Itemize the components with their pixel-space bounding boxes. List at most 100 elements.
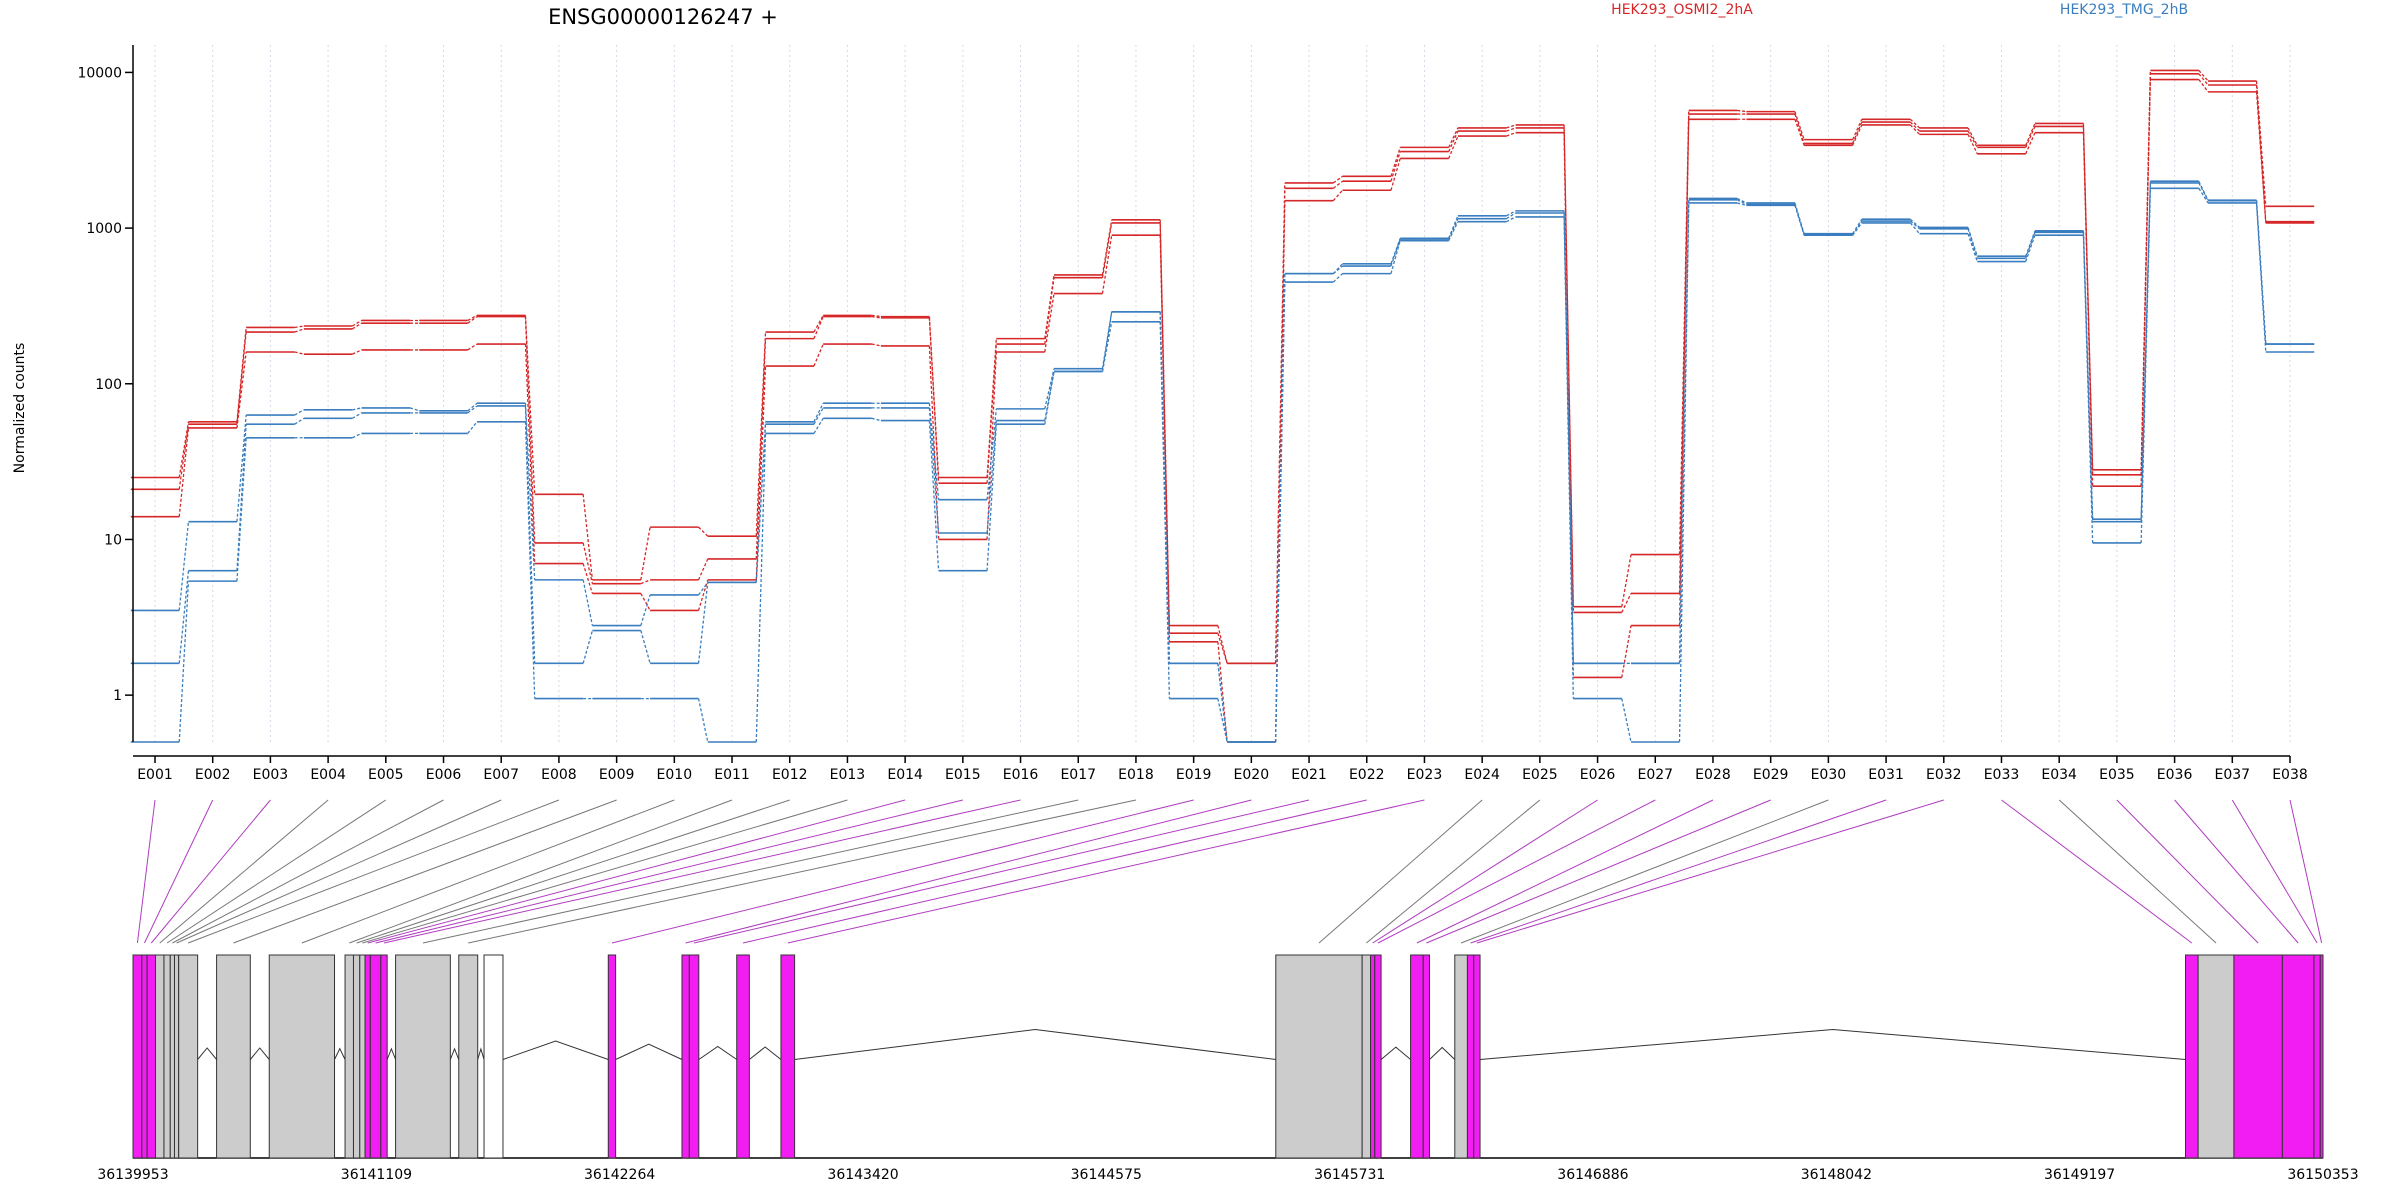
series-segment	[1736, 197, 1747, 204]
series-segment	[1852, 222, 1863, 236]
exon-connector	[2001, 799, 2193, 944]
exon-connector	[468, 799, 1137, 944]
exon-block	[178, 954, 199, 1159]
series-segment	[2082, 235, 2094, 543]
intron-line	[334, 1047, 346, 1060]
x-tick-label: E012	[772, 767, 808, 783]
series-segment	[1217, 698, 1228, 743]
exon-block	[1361, 954, 1372, 1159]
exon-connector	[2116, 799, 2259, 944]
exon-connector	[422, 799, 1079, 944]
series-segment	[582, 494, 594, 580]
x-tick-label: E029	[1753, 767, 1789, 783]
series-line	[130, 187, 2315, 743]
intron-line	[449, 1047, 460, 1060]
series-line	[130, 78, 2315, 743]
series-segment	[1967, 227, 1978, 257]
series-segment	[813, 343, 824, 367]
series-segment	[524, 403, 536, 580]
series-segment	[1217, 663, 1228, 743]
series-segment	[928, 403, 940, 500]
series-segment	[352, 432, 362, 439]
series-segment	[1506, 127, 1516, 132]
coordinate-tick-label: 36150353	[2287, 1167, 2358, 1183]
series-segment	[1909, 220, 1920, 230]
x-tick-label: E006	[426, 767, 462, 783]
exon-connector	[1460, 799, 1829, 944]
series-segment	[236, 424, 247, 571]
series-segment	[524, 344, 536, 564]
x-tick-label: E021	[1291, 767, 1327, 783]
series-segment	[467, 316, 478, 324]
series-segment	[352, 319, 362, 327]
series-segment	[871, 343, 882, 347]
series-segment	[1621, 554, 1632, 607]
series-segment	[582, 630, 594, 664]
series-segment	[1967, 134, 1978, 155]
series-segment	[2025, 126, 2036, 148]
x-tick-label: E019	[1176, 767, 1212, 783]
series-segment	[178, 581, 190, 743]
x-tick-label: E030	[1811, 767, 1847, 783]
series-segment	[1332, 273, 1343, 283]
exon-connector	[1372, 799, 1598, 944]
intron-line	[1480, 1028, 2186, 1060]
exon-connector	[233, 799, 617, 944]
exon-block	[163, 954, 171, 1159]
series-segment	[352, 407, 362, 411]
series-segment	[698, 526, 709, 537]
series-segment	[871, 417, 882, 422]
series-segment	[697, 582, 709, 664]
series-segment	[2082, 126, 2094, 475]
exon-connector	[1318, 799, 1483, 944]
exon-block	[736, 954, 750, 1159]
series-segment	[1332, 175, 1343, 184]
exon-connector	[187, 799, 560, 944]
intron-line	[698, 1045, 738, 1060]
series-segment	[1332, 189, 1344, 202]
x-tick-label: E024	[1464, 767, 1500, 783]
coordinate-tick-label: 36139953	[97, 1167, 168, 1183]
exon-block	[173, 954, 180, 1159]
x-tick-label: E020	[1234, 767, 1270, 783]
coordinate-tick-label: 36145731	[1314, 1167, 1385, 1183]
exon-block	[1473, 954, 1481, 1159]
series-line	[130, 72, 2315, 665]
exon-block	[1374, 954, 1382, 1159]
y-tick-label: 1	[113, 688, 122, 704]
exon-connector	[1470, 799, 1887, 944]
series-segment	[640, 579, 651, 585]
series-segment	[1736, 199, 1747, 205]
series-segment	[1909, 218, 1920, 228]
exon-block	[2319, 954, 2324, 1159]
exon-block	[132, 954, 143, 1159]
series-segment	[871, 315, 881, 319]
x-tick-label: E011	[714, 767, 750, 783]
series-segment	[1506, 124, 1516, 129]
x-tick-label: E022	[1349, 767, 1385, 783]
series-segment	[813, 402, 824, 423]
series-segment	[1506, 216, 1516, 223]
gene-model: 36139953 36141109 36142264 36143420 36144575…	[97, 954, 2359, 1183]
series-segment	[1044, 277, 1055, 345]
x-tick-label: E032	[1926, 767, 1962, 783]
x-tick-label: E023	[1407, 767, 1443, 783]
x-tick-label: E007	[483, 767, 519, 783]
series-segment	[467, 421, 478, 434]
x-tick-label: E018	[1118, 767, 1154, 783]
coordinate-tick-label: 36142264	[584, 1167, 655, 1183]
exon-block	[2313, 954, 2321, 1159]
series-segment	[1678, 119, 1690, 626]
legend-series-tmg: HEK293_TMG_2hB	[2060, 2, 2188, 18]
exon-connector	[136, 799, 156, 944]
x-tick-label: E005	[368, 767, 404, 783]
x-tick-label: E031	[1868, 767, 1904, 783]
exon-connector	[787, 799, 1425, 944]
series-segment	[1967, 233, 1978, 262]
series-segment	[928, 420, 940, 571]
series-segment	[928, 345, 940, 540]
series-segment	[1448, 127, 1459, 148]
legend-series-osmi2: HEK293_OSMI2_2hA	[1611, 2, 1753, 18]
exon-block	[1454, 954, 1468, 1159]
series-segment	[1044, 371, 1055, 425]
